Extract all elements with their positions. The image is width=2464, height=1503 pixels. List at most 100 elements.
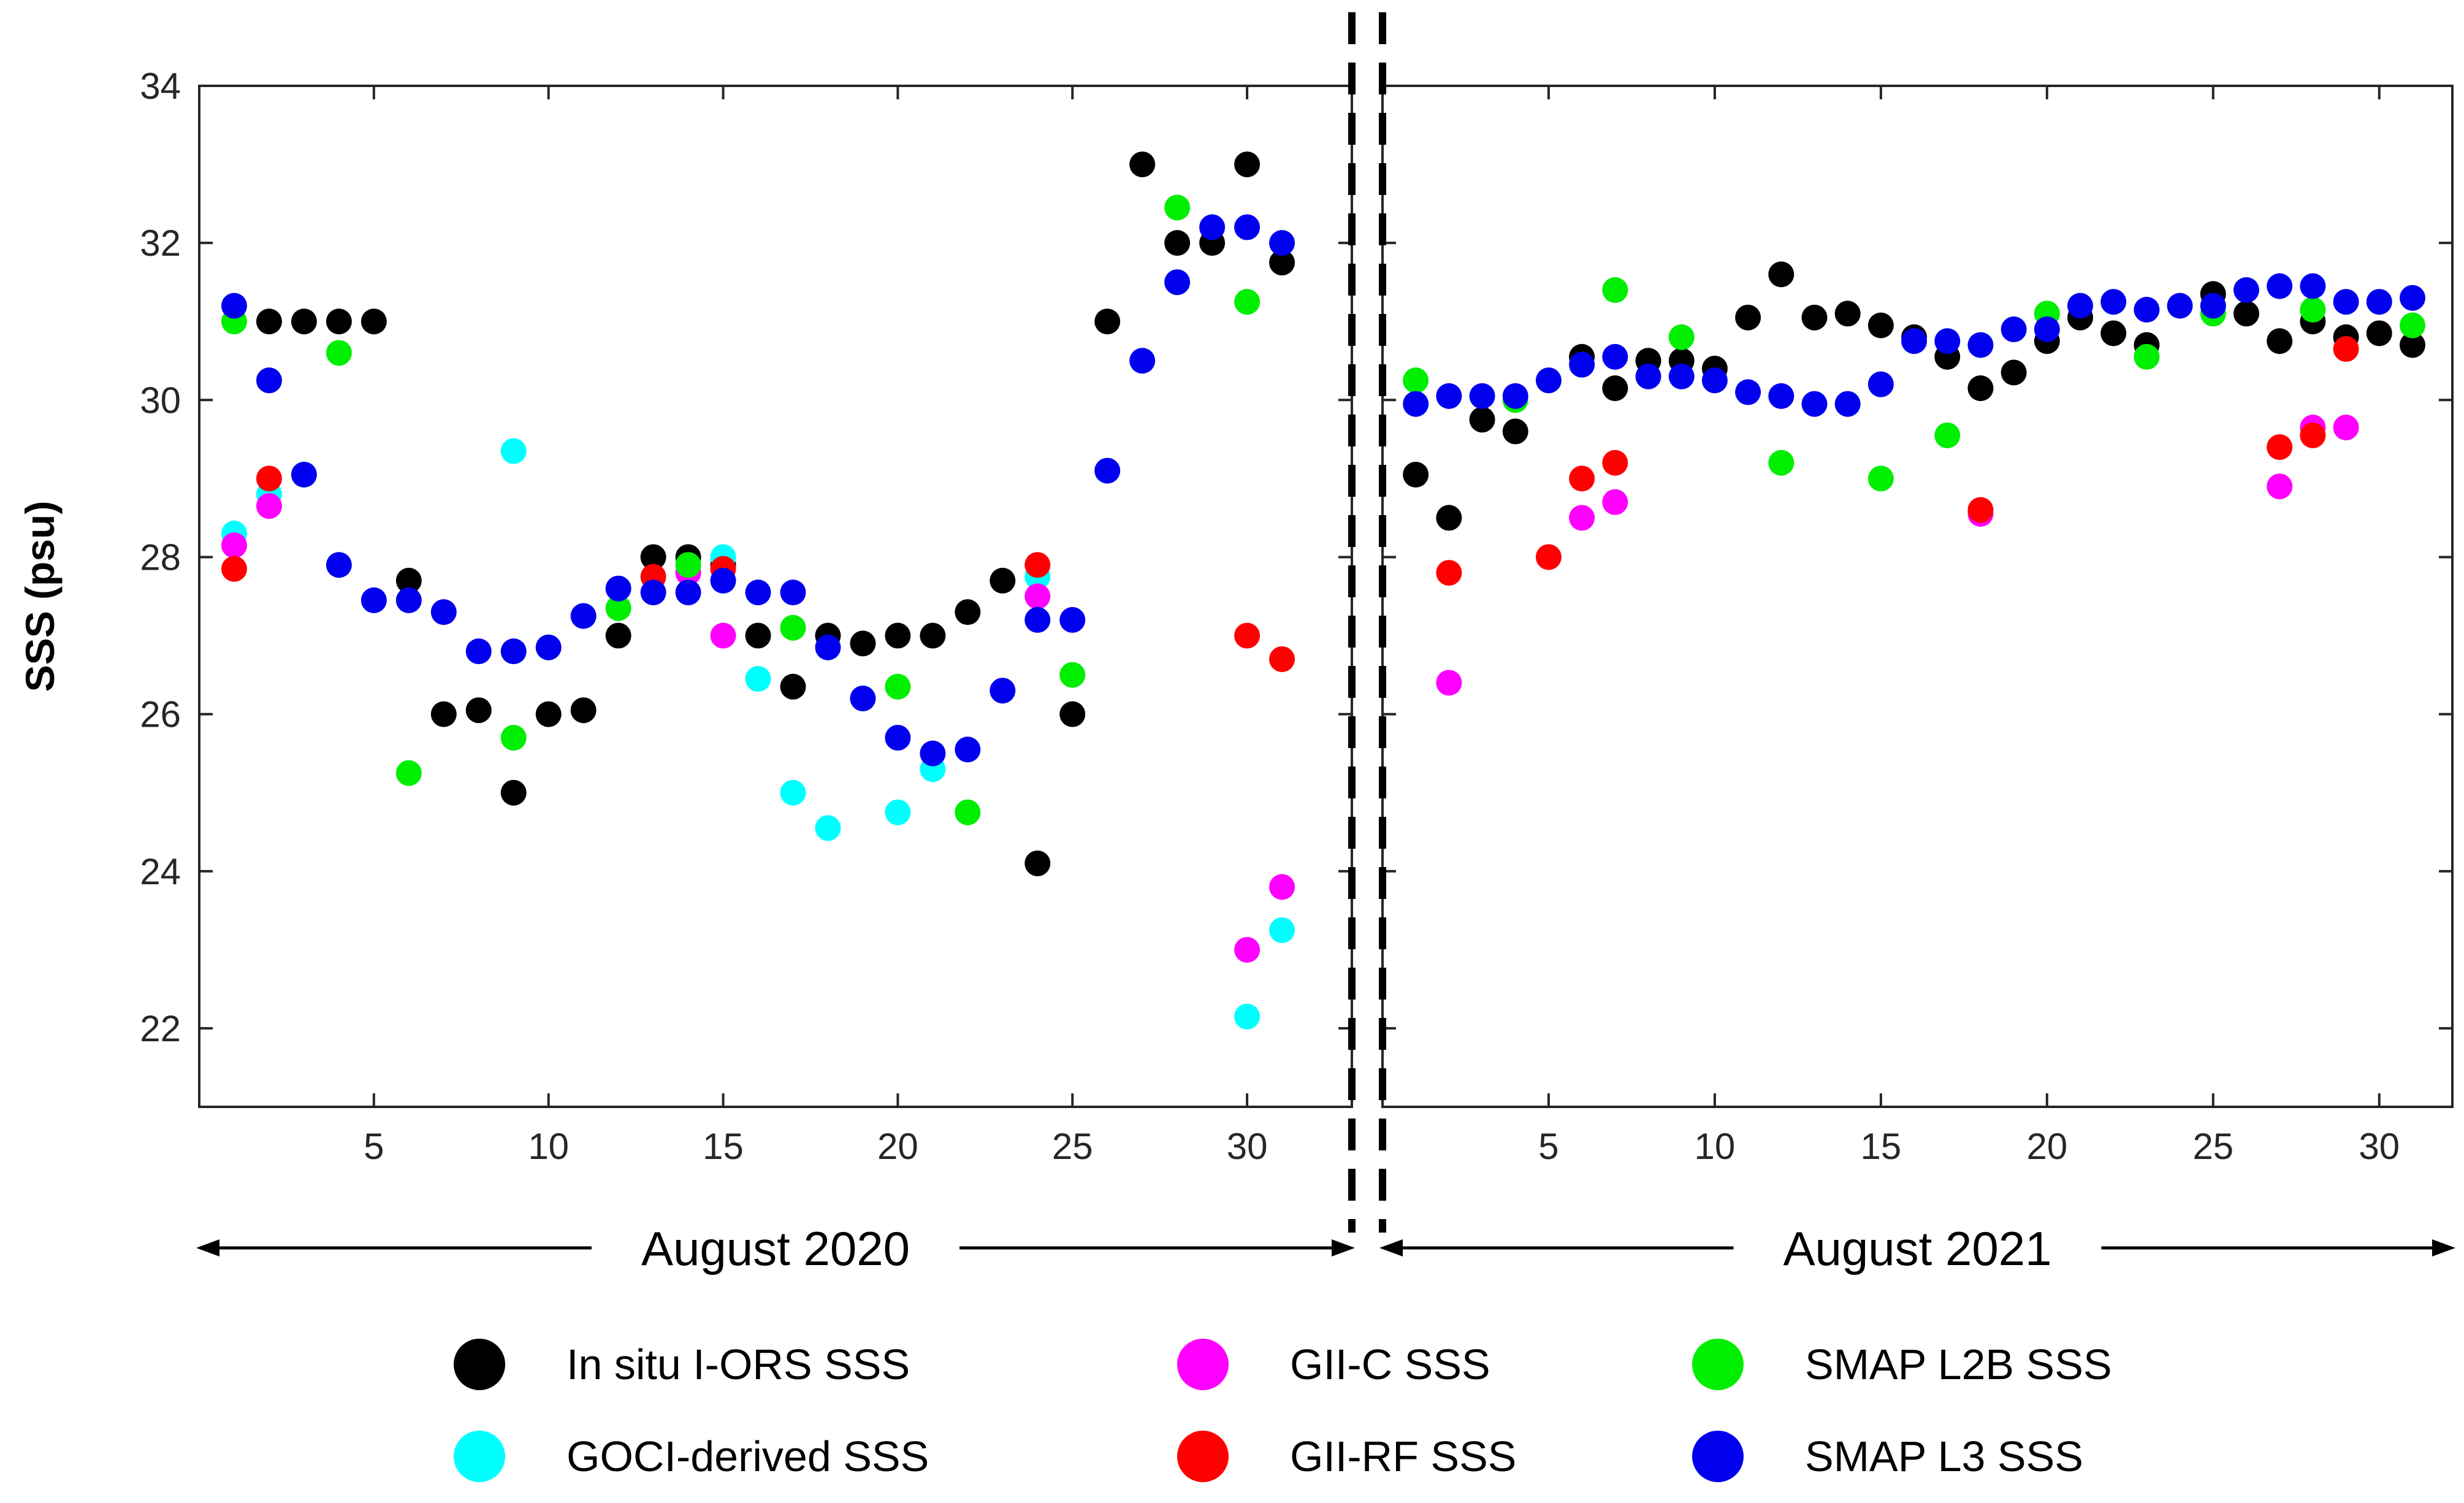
panel-1-point-smap-l3-sss bbox=[1024, 606, 1051, 633]
panel-1-point-in-situ-i-ors-sss bbox=[920, 622, 946, 649]
panel-2-point-smap-l3-sss bbox=[1502, 383, 1528, 409]
panel-1-point-in-situ-i-ors-sss bbox=[535, 701, 562, 727]
panel-2-point-in-situ-i-ors-sss bbox=[2001, 359, 2027, 386]
panel-1-point-smap-l3-sss bbox=[745, 579, 771, 606]
panel-1-point-goci-derived-sss bbox=[500, 438, 527, 464]
panel-1-point-smap-l3-sss bbox=[920, 740, 946, 767]
panel-1-x-tick-label: 30 bbox=[1227, 1126, 1268, 1167]
annotations-layer: August 2020 August 2021 bbox=[196, 12, 2455, 1275]
panel-1-x-tick-label: 5 bbox=[364, 1126, 384, 1167]
panel-2-point-smap-l2b-sss bbox=[1867, 465, 1894, 492]
panel-2-point-smap-l3-sss bbox=[1768, 383, 1795, 409]
panel-1-point-smap-l3-sss bbox=[640, 579, 666, 606]
panel-2-point-in-situ-i-ors-sss bbox=[2366, 320, 2392, 346]
panel-2-point-smap-l3-sss bbox=[1801, 391, 1828, 417]
legend-label-in-situ: In situ I-ORS SSS bbox=[566, 1340, 910, 1388]
panel-1-point-smap-l3-sss bbox=[1129, 348, 1156, 374]
panel-1-point-in-situ-i-ors-sss bbox=[1094, 308, 1121, 335]
panel-1-point-in-situ-i-ors-sss bbox=[395, 567, 422, 594]
panel-2-point-in-situ-i-ors-sss bbox=[1469, 407, 1495, 433]
panel-2-x-tick-label: 30 bbox=[2359, 1126, 2400, 1167]
panel-2-point-smap-l3-sss bbox=[2233, 277, 2260, 303]
panel-2-point-smap-l3-sss bbox=[2267, 273, 2293, 299]
panel-1-point-smap-l3-sss bbox=[815, 634, 841, 660]
panel-2-point-gii-c-sss bbox=[2333, 415, 2359, 441]
panel-1-point-smap-l3-sss bbox=[955, 736, 981, 763]
panel-2-point-in-situ-i-ors-sss bbox=[1403, 461, 1429, 488]
panel-2-point-in-situ-i-ors-sss bbox=[1834, 300, 1861, 327]
panel-1-point-smap-l2b-sss bbox=[885, 673, 911, 700]
panel-2-point-smap-l3-sss bbox=[1602, 343, 1628, 370]
panel-2-point-gii-rf-sss bbox=[1602, 449, 1628, 476]
panel-2-point-smap-l3-sss bbox=[1901, 328, 1928, 354]
panel-2-point-smap-l3-sss bbox=[1701, 367, 1728, 394]
panel-1-point-smap-l3-sss bbox=[605, 575, 631, 602]
panel-2-period-arrowhead-right bbox=[2432, 1239, 2455, 1256]
legend-marker-smap-l3 bbox=[1692, 1431, 1744, 1482]
panel-1-point-smap-l3-sss bbox=[256, 367, 282, 394]
panel-1-point-in-situ-i-ors-sss bbox=[850, 630, 876, 657]
panel-1-point-gii-c-sss bbox=[1234, 936, 1261, 963]
panel-2-point-smap-l3-sss bbox=[1535, 367, 1562, 394]
panel-1-point-in-situ-i-ors-sss bbox=[640, 544, 666, 570]
legend-label-smap-l2b: SMAP L2B SSS bbox=[1805, 1340, 2112, 1388]
panel-1-point-gii-rf-sss bbox=[1269, 646, 1295, 672]
panel-2-point-smap-l3-sss bbox=[1867, 371, 1894, 397]
panel-1-point-smap-l3-sss bbox=[1199, 214, 1226, 240]
panel-2-point-gii-c-sss bbox=[1436, 670, 1462, 696]
legend-marker-gii-c bbox=[1177, 1339, 1229, 1390]
y-tick-label: 22 bbox=[140, 1008, 181, 1049]
panel-1-point-gii-rf-sss bbox=[256, 465, 282, 492]
marks-layer bbox=[221, 151, 2425, 1030]
panel-1-point-goci-derived-sss bbox=[745, 665, 771, 692]
panel-2-point-smap-l3-sss bbox=[2067, 293, 2094, 319]
panel-1-point-in-situ-i-ors-sss bbox=[1164, 230, 1191, 256]
panel-1-point-goci-derived-sss bbox=[815, 815, 841, 841]
panel-2-point-in-situ-i-ors-sss bbox=[1735, 304, 1761, 331]
legend-label-goci: GOCI-derived SSS bbox=[566, 1432, 929, 1480]
panel-1-point-smap-l3-sss bbox=[1234, 214, 1261, 240]
panel-1-point-smap-l3-sss bbox=[1269, 230, 1295, 256]
legend-marker-goci bbox=[454, 1431, 505, 1482]
legend-item-gii-rf: GII-RF SSS bbox=[1177, 1423, 1516, 1490]
legend-marker-gii-rf bbox=[1177, 1431, 1229, 1482]
panel-1-point-in-situ-i-ors-sss bbox=[1129, 151, 1156, 178]
panel-2-point-smap-l2b-sss bbox=[1934, 422, 1961, 448]
panel-2-point-smap-l2b-sss bbox=[2134, 343, 2160, 370]
panel-2-point-gii-rf-sss bbox=[1569, 465, 1595, 492]
panel-1-point-in-situ-i-ors-sss bbox=[430, 701, 457, 727]
panel-2-point-smap-l2b-sss bbox=[1403, 367, 1429, 394]
panel-2-point-smap-l3-sss bbox=[1668, 363, 1695, 389]
y-tick-label: 24 bbox=[140, 851, 181, 892]
panel-1-point-in-situ-i-ors-sss bbox=[500, 779, 527, 806]
panel-1-point-smap-l2b-sss bbox=[1234, 289, 1261, 315]
panel-2-point-smap-l3-sss bbox=[2399, 285, 2425, 311]
panel-1-point-in-situ-i-ors-sss bbox=[745, 622, 771, 649]
panel-1-point-in-situ-i-ors-sss bbox=[1269, 250, 1295, 276]
y-tick-label: 34 bbox=[140, 66, 181, 107]
panel-2-point-smap-l3-sss bbox=[1934, 328, 1961, 354]
legend-label-smap-l3: SMAP L3 SSS bbox=[1805, 1432, 2083, 1480]
legend-label-gii-c: GII-C SSS bbox=[1290, 1340, 1490, 1388]
panel-1-point-smap-l3-sss bbox=[430, 599, 457, 625]
panel-1-point-smap-l3-sss bbox=[221, 293, 247, 319]
panel-1-point-smap-l2b-sss bbox=[675, 552, 701, 578]
panel-2-point-smap-l3-sss bbox=[2200, 293, 2226, 319]
panel-2-period-arrowhead-left bbox=[1379, 1239, 1403, 1256]
panel-2-point-smap-l3-sss bbox=[2001, 316, 2027, 343]
panel-2-point-smap-l2b-sss bbox=[2300, 297, 2326, 323]
legend-marker-smap-l2b bbox=[1692, 1339, 1744, 1390]
panel-1-point-gii-rf-sss bbox=[1234, 622, 1261, 649]
panel-2-point-smap-l2b-sss bbox=[2399, 312, 2425, 338]
panel-1-x-tick-label: 15 bbox=[703, 1126, 744, 1167]
panel-2-point-gii-c-sss bbox=[2267, 473, 2293, 500]
panel-1-point-smap-l2b-sss bbox=[1164, 194, 1191, 221]
panel-1-point-gii-c-sss bbox=[710, 622, 736, 649]
panel-1-point-smap-l3-sss bbox=[885, 725, 911, 751]
panel-2-point-smap-l3-sss bbox=[2134, 297, 2160, 323]
axes-layer: 5 10 15 20 25 30 5 10 15 20 25 30 22 24 26 28 30 32 34 SSS … bbox=[17, 66, 2454, 1167]
panel-2-point-in-situ-i-ors-sss bbox=[1801, 304, 1828, 331]
panel-2-point-smap-l3-sss bbox=[2333, 289, 2359, 315]
panel-1-point-smap-l3-sss bbox=[535, 634, 562, 660]
